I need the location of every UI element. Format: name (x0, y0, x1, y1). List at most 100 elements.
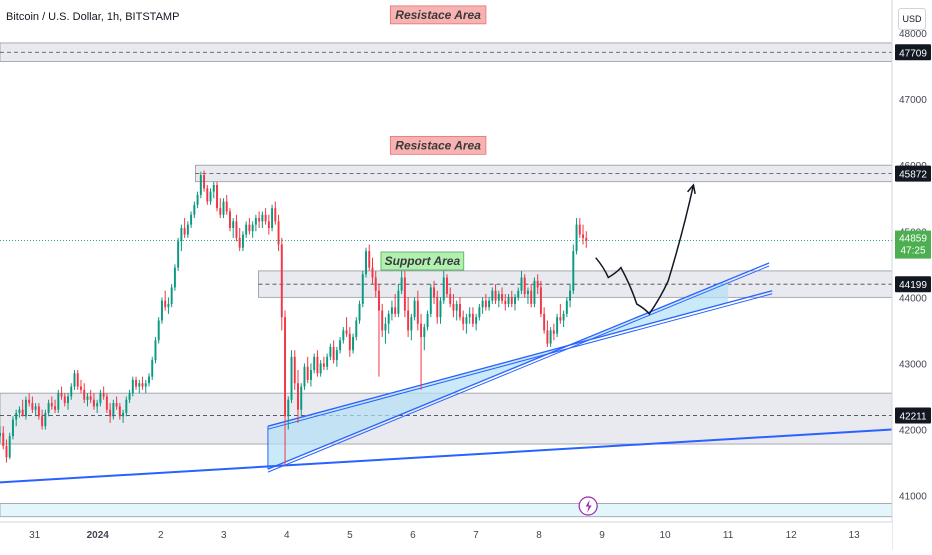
candle[interactable] (316, 356, 319, 374)
candle[interactable] (549, 330, 552, 344)
candle[interactable] (562, 313, 565, 321)
candle[interactable] (552, 330, 555, 334)
price-axis[interactable] (892, 0, 932, 550)
candle[interactable] (329, 346, 332, 357)
candle[interactable] (206, 188, 209, 202)
zone-rect[interactable] (195, 164, 893, 183)
candle[interactable] (410, 317, 413, 331)
candle[interactable] (287, 399, 290, 417)
candle[interactable] (556, 317, 559, 334)
candle[interactable] (11, 419, 14, 437)
candle[interactable] (458, 303, 461, 318)
candle[interactable] (271, 208, 274, 228)
candle[interactable] (245, 224, 248, 235)
candle[interactable] (387, 313, 390, 324)
candle[interactable] (138, 383, 141, 387)
candle[interactable] (199, 175, 202, 195)
candle[interactable] (67, 396, 69, 404)
candle[interactable] (309, 370, 312, 380)
resistance-label-box[interactable] (389, 135, 487, 155)
candle[interactable] (57, 393, 60, 410)
candle[interactable] (526, 290, 529, 295)
candle[interactable] (50, 403, 53, 407)
candle[interactable] (258, 218, 261, 222)
candle[interactable] (455, 303, 458, 311)
trendline[interactable] (267, 262, 770, 470)
candle[interactable] (533, 280, 536, 304)
candle[interactable] (0, 432, 1, 437)
candle[interactable] (73, 373, 76, 387)
candle[interactable] (284, 317, 287, 417)
candle[interactable] (203, 175, 206, 189)
candle[interactable] (546, 330, 549, 344)
candle[interactable] (436, 297, 439, 318)
candle[interactable] (423, 327, 426, 337)
candle[interactable] (293, 356, 296, 384)
candle[interactable] (313, 356, 316, 371)
candle[interactable] (86, 396, 89, 400)
candle[interactable] (397, 290, 400, 314)
candle[interactable] (63, 396, 66, 404)
candle[interactable] (5, 446, 8, 458)
candle[interactable] (235, 221, 238, 238)
candle[interactable] (219, 208, 222, 215)
candle[interactable] (128, 393, 131, 400)
candle[interactable] (303, 366, 306, 387)
candle[interactable] (170, 287, 173, 304)
candle[interactable] (173, 267, 176, 288)
candle[interactable] (439, 300, 442, 318)
candle[interactable] (180, 227, 183, 242)
candle[interactable] (83, 389, 86, 400)
candle[interactable] (355, 320, 358, 337)
candle[interactable] (47, 403, 50, 413)
candle[interactable] (135, 379, 138, 387)
trendline[interactable] (0, 428, 893, 484)
candle[interactable] (358, 303, 361, 321)
candle[interactable] (319, 363, 322, 374)
candle[interactable] (539, 287, 542, 314)
candle[interactable] (517, 290, 520, 298)
candle[interactable] (196, 194, 199, 205)
candle[interactable] (413, 300, 416, 318)
trendline[interactable] (267, 290, 773, 427)
candle[interactable] (160, 300, 163, 321)
candle[interactable] (112, 403, 115, 417)
candle[interactable] (520, 277, 523, 291)
candle[interactable] (420, 323, 423, 337)
candle[interactable] (232, 221, 235, 228)
candle[interactable] (449, 294, 452, 304)
candle[interactable] (488, 300, 491, 308)
candle[interactable] (277, 221, 280, 245)
candle[interactable] (2, 432, 5, 447)
candle[interactable] (151, 360, 154, 377)
candle[interactable] (154, 340, 157, 361)
candle[interactable] (475, 317, 478, 324)
candle[interactable] (371, 267, 374, 278)
candle[interactable] (462, 317, 465, 324)
candle[interactable] (89, 396, 92, 400)
candle[interactable] (115, 403, 118, 407)
candle[interactable] (241, 234, 244, 248)
candle[interactable] (381, 310, 384, 331)
candle[interactable] (543, 313, 546, 331)
candle[interactable] (251, 224, 254, 232)
candle[interactable] (345, 330, 348, 334)
candle[interactable] (267, 221, 270, 228)
candle[interactable] (254, 218, 257, 225)
candle[interactable] (390, 307, 393, 314)
zone-rect[interactable] (0, 503, 893, 518)
candle[interactable] (342, 330, 345, 341)
candle[interactable] (572, 251, 575, 291)
candle[interactable] (501, 294, 504, 301)
candle[interactable] (481, 300, 484, 308)
resistance-label-box[interactable] (389, 5, 487, 25)
candle[interactable] (212, 185, 215, 192)
candle[interactable] (585, 237, 588, 241)
candle[interactable] (248, 224, 251, 232)
zone-rect[interactable] (0, 392, 893, 445)
candle[interactable] (141, 383, 144, 387)
candle[interactable] (374, 277, 377, 291)
candle[interactable] (332, 346, 335, 361)
candle[interactable] (400, 277, 403, 291)
